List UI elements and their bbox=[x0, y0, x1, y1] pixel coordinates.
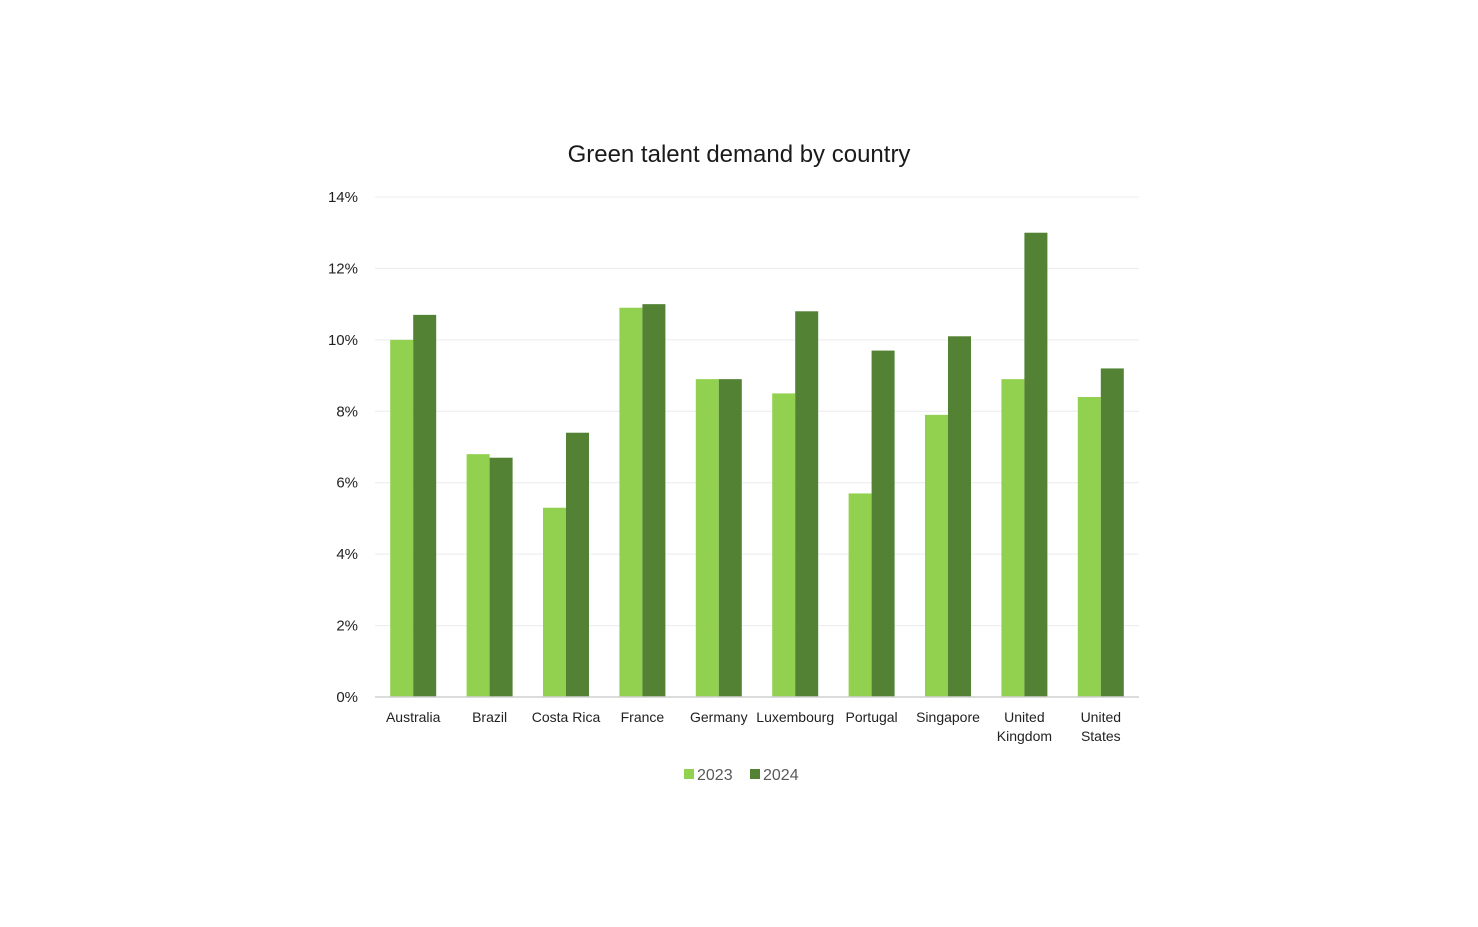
legend-swatch-2024 bbox=[750, 769, 760, 779]
bar-2024-brazil bbox=[489, 457, 513, 697]
x-category-label: Australia bbox=[386, 709, 441, 725]
bar-2023-singapore bbox=[925, 414, 948, 697]
y-tick-label: 10% bbox=[328, 332, 358, 349]
y-tick-label: 6% bbox=[336, 475, 358, 492]
y-tick-label: 2% bbox=[336, 618, 358, 635]
y-tick-label: 0% bbox=[336, 689, 358, 706]
x-category-label: Kingdom bbox=[997, 728, 1052, 744]
bar-2023-costa-rica bbox=[543, 507, 566, 697]
x-category-label: Singapore bbox=[916, 709, 980, 725]
x-category-label: France bbox=[621, 709, 665, 725]
legend: 2023 2024 bbox=[684, 767, 799, 784]
bar-2023-france bbox=[619, 307, 643, 697]
y-tick-label: 14% bbox=[328, 189, 358, 206]
legend-label-2024: 2024 bbox=[763, 767, 799, 784]
y-tick-label: 4% bbox=[336, 546, 358, 563]
x-axis-category-labels: Australia Brazil Costa Rica France Germany Lu… bbox=[386, 709, 1121, 744]
bar-2024-costa-rica bbox=[566, 432, 589, 697]
bar-2024-united-states bbox=[1100, 368, 1124, 697]
x-category-label: Luxembourg bbox=[756, 709, 834, 725]
x-category-label: Portugal bbox=[846, 709, 898, 725]
bar-2024-united-kingdom bbox=[1024, 232, 1048, 697]
bar-2023-luxembourg bbox=[772, 393, 796, 697]
x-category-label: Costa Rica bbox=[532, 709, 601, 725]
chart-title: Green talent demand by country bbox=[568, 141, 911, 168]
y-tick-label: 8% bbox=[336, 403, 358, 420]
bar-2024-france bbox=[642, 304, 666, 697]
bar-2023-united-kingdom bbox=[1001, 379, 1025, 697]
x-category-label: Brazil bbox=[472, 709, 507, 725]
bar-2023-germany bbox=[695, 379, 719, 697]
bar-2023-australia bbox=[390, 339, 414, 697]
bar-2023-united-states bbox=[1077, 397, 1101, 697]
x-category-label: United bbox=[1081, 709, 1121, 725]
bar-2024-luxembourg bbox=[795, 311, 819, 697]
legend-label-2023: 2023 bbox=[697, 767, 733, 784]
bars bbox=[390, 232, 1124, 697]
y-axis-tick-labels: 0% 2% 4% 6% 8% 10% 12% 14% bbox=[328, 189, 358, 706]
legend-swatch-2023 bbox=[684, 769, 694, 779]
bar-2023-portugal bbox=[848, 493, 872, 697]
bar-2024-singapore bbox=[948, 336, 971, 697]
bar-2024-germany bbox=[718, 379, 742, 697]
bar-2024-australia bbox=[413, 314, 437, 697]
bar-2023-brazil bbox=[466, 454, 490, 697]
x-category-label: States bbox=[1081, 728, 1121, 744]
x-category-label: Germany bbox=[690, 709, 748, 725]
x-category-label: United bbox=[1004, 709, 1044, 725]
y-tick-label: 12% bbox=[328, 260, 358, 277]
bar-2024-portugal bbox=[871, 350, 895, 697]
